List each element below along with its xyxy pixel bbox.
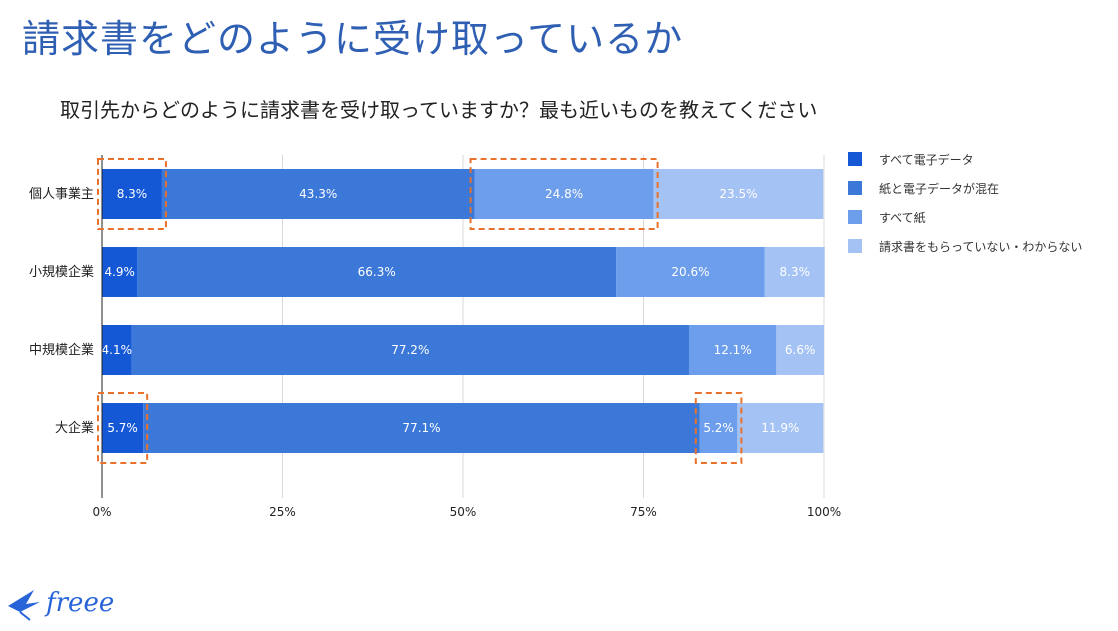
data-label: 4.9% [104, 265, 135, 279]
data-label: 77.2% [391, 343, 429, 357]
bar-segment [102, 247, 138, 297]
data-label: 8.3% [117, 187, 148, 201]
data-label: 4.1% [102, 343, 133, 357]
legend-swatch [848, 181, 862, 195]
data-label: 11.9% [761, 421, 799, 435]
bar-segment [137, 247, 617, 297]
bar-segment [102, 403, 144, 453]
x-tick-label: 25% [269, 505, 296, 519]
bar-segment [102, 325, 132, 375]
page-title: 請求書をどのように受け取っているか [22, 17, 684, 61]
highlight-box [97, 158, 167, 230]
x-tick-label: 100% [807, 505, 841, 519]
x-tick-label: 0% [92, 505, 111, 519]
freee-logo: freee [6, 582, 136, 628]
data-label: 77.1% [402, 421, 440, 435]
legend-label: 紙と電子データが混在 [879, 181, 999, 196]
data-label: 43.3% [299, 187, 337, 201]
bar-segment [776, 325, 824, 375]
page-subtitle: 取引先からどのように請求書を受け取っていますか？最も近いものを教えてください [60, 98, 818, 122]
bar-segment [688, 325, 777, 375]
data-label: 20.6% [671, 265, 709, 279]
data-label: 66.3% [358, 265, 396, 279]
category-label: 大企業 [55, 420, 94, 436]
legend-label: すべて紙 [879, 210, 926, 225]
bird-icon [8, 590, 40, 621]
bar-segment [699, 403, 738, 453]
x-tick-label: 50% [450, 505, 477, 519]
bar-segment [161, 169, 475, 219]
data-label: 23.5% [719, 187, 757, 201]
legend-swatch [848, 210, 862, 224]
data-label: 5.2% [703, 421, 734, 435]
bar-segment [143, 403, 700, 453]
data-label: 8.3% [780, 265, 811, 279]
data-label: 6.6% [785, 343, 816, 357]
legend-label: すべて電子データ [879, 152, 974, 167]
highlight-box [694, 392, 743, 464]
highlight-box [469, 158, 659, 230]
legend-swatch [848, 239, 862, 253]
category-label: 中規模企業 [29, 342, 94, 358]
legend-label: 請求書をもらっていない・わからない [879, 240, 1082, 254]
data-label: 24.8% [545, 187, 583, 201]
data-label: 12.1% [714, 343, 752, 357]
bar-segment [653, 169, 824, 219]
data-label: 5.7% [107, 421, 138, 435]
bar-segment [131, 325, 689, 375]
bar-segment [737, 403, 824, 453]
highlight-box [97, 392, 149, 464]
x-tick-label: 75% [630, 505, 657, 519]
bar-segment [474, 169, 654, 219]
bar-segment [102, 169, 162, 219]
logo-text: freee [44, 588, 114, 618]
bar-segment [764, 247, 825, 297]
legend-swatch [848, 152, 862, 166]
category-label: 小規模企業 [29, 264, 94, 280]
bar-segment [616, 247, 765, 297]
category-label: 個人事業主 [29, 186, 94, 202]
